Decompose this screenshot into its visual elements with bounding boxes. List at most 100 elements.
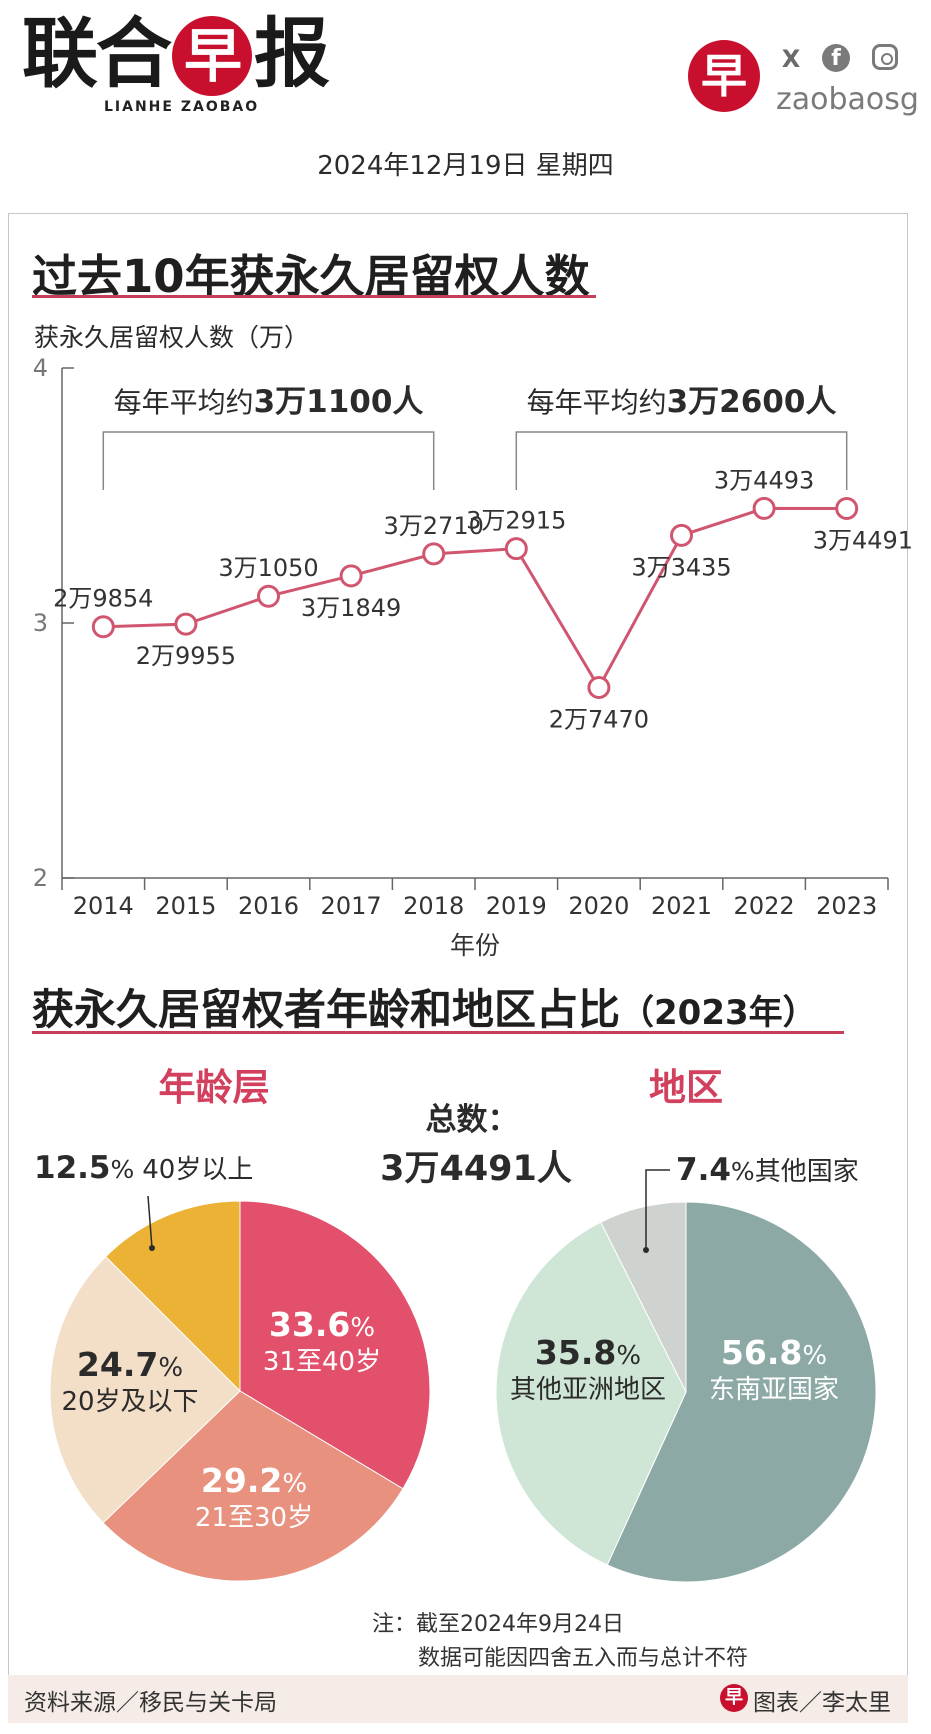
age-31-40-label: 31至40岁: [263, 1347, 381, 1377]
pie-slice: [495, 1221, 687, 1566]
data-label: 3万1849: [301, 594, 401, 622]
y-tick-label: 3: [33, 609, 48, 637]
chart-credit: 图表／李太里: [753, 1690, 891, 1716]
region-other-asia-pct-sign: %: [616, 1341, 641, 1371]
annotation-text-b: 3万2600人: [667, 384, 837, 420]
data-point: [422, 542, 446, 566]
instagram-icon[interactable]: [872, 44, 898, 70]
line-chart: 2 3 4 2014 2015 2016 2017 2018 2019 2020 2021 2022 2…: [33, 354, 913, 960]
age-40-above-pct-sign: %: [111, 1155, 135, 1184]
data-source: 资料来源／移民与关卡局: [24, 1690, 277, 1716]
x-tick-label: 2015: [155, 892, 216, 920]
annotation-text: 每年平均约3万2600人: [527, 384, 837, 420]
leader-dot-region: [643, 1247, 649, 1253]
data-label: 2万9854: [53, 585, 153, 613]
pie-slice: [104, 1200, 241, 1393]
logo-text-c: 报: [254, 9, 330, 98]
x-icon[interactable]: X: [781, 45, 801, 73]
data-label: 3万4491: [813, 526, 913, 554]
title-underline: [32, 295, 596, 298]
publish-date: 2024年12月19日 星期四: [317, 151, 614, 181]
data-point: [670, 523, 693, 547]
data-point: [257, 584, 280, 608]
annotation-text: 每年平均约3万1100人: [114, 384, 424, 420]
series-line: [103, 506, 847, 691]
x-tick-label: 2022: [734, 892, 795, 920]
data-label: 3万2915: [466, 507, 566, 535]
facebook-icon[interactable]: f: [822, 44, 850, 72]
title-underline-2: [32, 1031, 844, 1034]
social-handle: zaobaosg: [776, 82, 919, 117]
annotation-text-a: 每年平均约: [114, 386, 254, 419]
y-tick-label: 4: [33, 354, 48, 382]
data-point: [587, 676, 611, 700]
footer-bar: [8, 1675, 908, 1723]
data-point: [174, 612, 198, 636]
x-tick-label: 2021: [651, 892, 712, 920]
data-label: 3万2710: [384, 512, 484, 540]
x-tick-label: 2017: [321, 892, 382, 920]
age-21-30-pct-sign: %: [282, 1469, 307, 1499]
pie-slice: [600, 1201, 687, 1393]
age-31-40-pct: 33.6%: [269, 1305, 375, 1344]
region-sea-label: 东南亚国家: [709, 1375, 839, 1405]
line-chart-title: 过去10年获永久居留权人数: [32, 250, 590, 303]
age-20-below-pct-sign: %: [158, 1353, 183, 1383]
data-label: 3万3435: [631, 553, 731, 581]
age-40-above-pct-num: 12.5: [34, 1150, 111, 1186]
data-label: 3万1050: [218, 554, 318, 582]
pie-section-title-main: 获永久居留权者年龄和地区占比: [32, 985, 621, 1034]
region-other-asia-pct-num: 35.8: [535, 1333, 616, 1372]
pie-slice: [239, 1200, 431, 1490]
logo-subtitle: LIANHE ZAOBAO: [104, 99, 260, 115]
logo-text-a: 联合: [22, 9, 172, 98]
pie-slice: [606, 1201, 877, 1583]
x-tick-label: 2019: [486, 892, 547, 920]
annotation-text-a: 每年平均约: [527, 386, 667, 419]
age-40-above-pct: 12.5% 40岁以上: [34, 1150, 253, 1186]
region-sea-pct: 56.8%: [721, 1333, 827, 1372]
pie-chart-region: [495, 1201, 877, 1583]
data-point: [339, 564, 363, 588]
annotation-text-b: 3万1100人: [254, 384, 424, 420]
pie-slice: [49, 1255, 241, 1524]
data-label: 2万9955: [136, 642, 236, 670]
region-sea-pct-num: 56.8: [721, 1333, 802, 1372]
age-20-below-pct-num: 24.7: [77, 1345, 158, 1384]
x-tick-label: 2023: [816, 892, 877, 920]
age-20-below-pct: 24.7%: [77, 1345, 183, 1384]
x-axis-label: 年份: [450, 931, 500, 960]
region-sea-pct-sign: %: [802, 1341, 827, 1371]
region-other-asia-pct: 35.8%: [535, 1333, 641, 1372]
data-point: [91, 615, 115, 639]
pie-section-title: 获永久居留权者年龄和地区占比（2023年）: [32, 976, 817, 1037]
pie-section-title-note: （2023年）: [620, 993, 817, 1033]
total-label: 总数：: [426, 1102, 519, 1138]
x-tick-label: 2018: [403, 892, 464, 920]
leader-line-age: [147, 1195, 153, 1249]
data-point: [752, 496, 776, 520]
data-point: [835, 496, 859, 520]
age-31-40-pct-num: 33.6: [269, 1305, 350, 1344]
age-21-30-pct-num: 29.2: [201, 1461, 282, 1500]
age-21-30-pct: 29.2%: [201, 1461, 307, 1500]
total-value: 3万4491人: [380, 1149, 572, 1189]
region-other-pct-num: 7.4: [676, 1152, 731, 1188]
age-20-below-label: 20岁及以下: [61, 1387, 198, 1417]
annotation-bracket: [515, 431, 848, 490]
x-tick-label: 2016: [238, 892, 299, 920]
pie-slice: [102, 1390, 404, 1582]
y-axis-label: 获永久居留权人数（万）: [34, 323, 310, 352]
pie-chart-age: [49, 1200, 431, 1582]
brand-badge-icon[interactable]: 早: [688, 40, 760, 112]
note-line-1: 注：截至2024年9月24日: [372, 1612, 624, 1637]
logo: 联合早报: [22, 16, 330, 96]
y-tick-label: 2: [33, 864, 48, 892]
age-40-above-label: 40岁以上: [142, 1155, 253, 1185]
region-other-pct-sign: %: [731, 1157, 755, 1186]
annotation-bracket: [102, 431, 435, 490]
x-tick-label: 2014: [73, 892, 134, 920]
pie-labels: 年龄层 地区总数：3万4491人33.6%31至40岁29.2%21至30岁24.…: [34, 1066, 859, 1533]
logo-red-char: 早: [172, 16, 252, 96]
